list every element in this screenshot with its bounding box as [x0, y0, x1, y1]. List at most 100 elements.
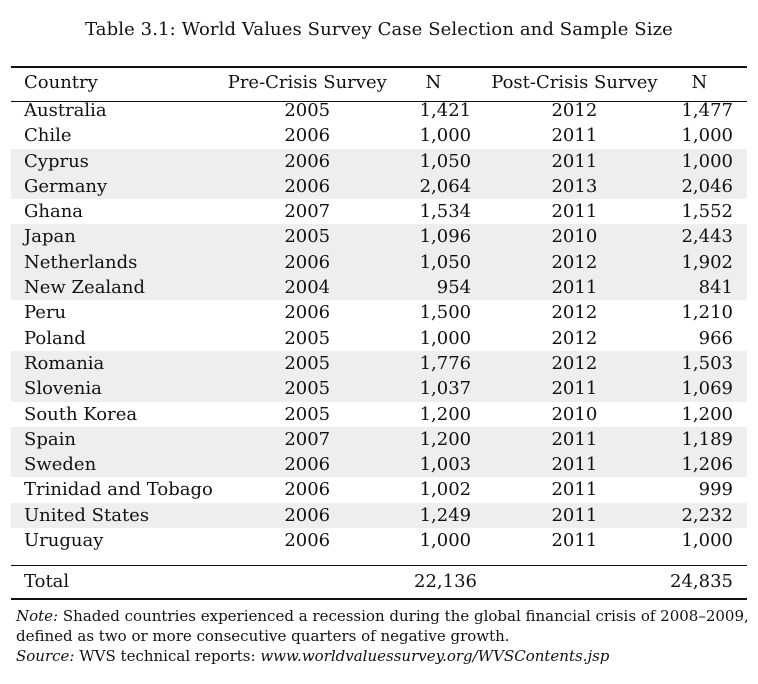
- cell-gap: [471, 249, 483, 276]
- cell-n-pre: 1,500: [419, 302, 472, 324]
- cell-country: New Zealand: [11, 275, 219, 301]
- table-row: Australia 2005 1,421 2012 1,477: [11, 98, 747, 123]
- cell-gap: [471, 528, 483, 553]
- table-row: Peru 2006 1,500 2012 1,210: [11, 300, 747, 325]
- table-row: Cyprus 2006 1,050 2011 1,000: [11, 148, 747, 174]
- cell-gap: [471, 502, 483, 529]
- cell-country: Peru: [24, 302, 67, 324]
- cell-n-pre: 1,000: [419, 530, 472, 552]
- table-row: Romania 2005 1,776 2012 1,503: [11, 350, 747, 377]
- cell-country: Poland: [24, 327, 86, 349]
- table-title: Table 3.1: World Values Survey Case Sele…: [85, 19, 673, 40]
- cell-pre-crisis-year: 2006: [284, 302, 331, 324]
- table-row: Poland 2005 1,000 2012 966: [11, 326, 747, 351]
- table-row: Chile 2006 1,000 2011 1,000: [11, 123, 747, 148]
- cell-country: Trinidad and Tobago: [24, 479, 213, 501]
- table-row: Ghana 2007 1,534 2011 1,552: [11, 199, 747, 224]
- cell-country: Netherlands: [11, 249, 219, 276]
- cell-post-crisis-year: 2011: [482, 426, 666, 453]
- cell-n-pre: 1,003: [395, 452, 472, 478]
- cell-gap: [471, 452, 483, 478]
- cell-pre-crisis-year: 2006: [218, 173, 396, 200]
- cell-pre-crisis-year: 2006: [218, 249, 396, 276]
- cell-country: Ghana: [24, 201, 84, 223]
- cell-country: Sweden: [11, 452, 219, 478]
- source-url: www.worldvaluessurvey.org/WVSContents.js…: [260, 647, 610, 665]
- cell-country: Chile: [24, 125, 72, 147]
- cell-pre-crisis-year: 2007: [284, 201, 331, 223]
- cell-n-post: 2,232: [665, 502, 747, 529]
- cell-country: Australia: [24, 100, 107, 121]
- cell-gap: [471, 123, 483, 148]
- cell-n-post: 1,552: [681, 201, 733, 223]
- top-rule: [11, 66, 747, 68]
- header-post-crisis: Post-Crisis Survey: [491, 72, 658, 93]
- cell-gap: [471, 148, 483, 174]
- cell-pre-crisis-year: 2006: [218, 148, 396, 174]
- source-line: Source: WVS technical reports: www.world…: [16, 646, 751, 666]
- cell-post-crisis-year: 2011: [551, 201, 598, 223]
- cell-gap: [471, 300, 483, 325]
- cell-post-crisis-year: 2011: [482, 502, 666, 529]
- header-n-pre: N: [425, 72, 442, 93]
- cell-pre-crisis-year: 2006: [284, 530, 331, 552]
- cell-post-crisis-year: 2010: [551, 403, 598, 425]
- cell-post-crisis-year: 2011: [482, 275, 666, 301]
- cell-gap: [471, 402, 483, 427]
- cell-gap: [471, 326, 483, 351]
- table-row: Uruguay 2006 1,000 2011 1,000: [11, 528, 747, 553]
- table-note: Note: Shaded countries experienced a rec…: [16, 606, 751, 666]
- cell-n-pre: 1,000: [419, 125, 472, 147]
- cell-gap: [471, 199, 483, 224]
- cell-n-pre: 1,002: [419, 479, 472, 501]
- header-row: Country Pre-Crisis Survey N Post-Crisis …: [11, 68, 747, 98]
- cell-n-pre: 1,421: [419, 100, 472, 121]
- cell-gap: [471, 376, 483, 402]
- cell-n-pre: 2,064: [395, 173, 472, 200]
- cell-n-post: 1,069: [665, 376, 747, 402]
- cell-n-post: 999: [698, 479, 733, 501]
- cell-n-pre: 954: [395, 275, 472, 301]
- cell-n-post: 1,000: [681, 125, 733, 147]
- total-rule: [11, 565, 747, 566]
- cell-pre-crisis-year: 2005: [218, 224, 396, 250]
- source-text: WVS technical reports:: [79, 647, 256, 665]
- cell-n-pre: 1,249: [395, 502, 472, 529]
- note-text: Shaded countries experienced a recession…: [62, 607, 749, 625]
- cell-n-post: 2,443: [665, 224, 747, 250]
- source-label: Source:: [16, 647, 75, 665]
- header-n-post: N: [691, 72, 708, 93]
- cell-n-pre: 1,050: [395, 249, 472, 276]
- cell-n-post: 1,189: [665, 426, 747, 453]
- note-label: Note:: [16, 607, 59, 625]
- cell-country: Japan: [11, 224, 219, 250]
- cell-post-crisis-year: 2011: [551, 125, 598, 147]
- cell-post-crisis-year: 2011: [551, 479, 598, 501]
- cell-pre-crisis-year: 2005: [284, 327, 331, 349]
- cell-country: Spain: [11, 426, 219, 453]
- header-pre-crisis: Pre-Crisis Survey: [227, 72, 387, 93]
- cell-gap: [471, 275, 483, 301]
- total-n-post: 24,835: [670, 571, 733, 592]
- cell-post-crisis-year: 2012: [551, 302, 598, 324]
- cell-n-pre: 1,000: [419, 327, 472, 349]
- cell-n-post: 1,206: [665, 452, 747, 478]
- cell-post-crisis-year: 2012: [482, 249, 666, 276]
- cell-n-post: 1,477: [681, 100, 733, 121]
- cell-n-pre: 1,776: [395, 350, 472, 377]
- cell-pre-crisis-year: 2005: [284, 403, 331, 425]
- cell-n-post: 1,503: [665, 350, 747, 377]
- cell-country: Uruguay: [24, 530, 104, 552]
- table-row: Trinidad and Tobago 2006 1,002 2011 999: [11, 477, 747, 502]
- cell-n-post: 841: [665, 275, 747, 301]
- table-row: Japan 2005 1,096 2010 2,443: [11, 224, 747, 250]
- cell-post-crisis-year: 2011: [551, 530, 598, 552]
- note-line-1: Note: Shaded countries experienced a rec…: [16, 606, 751, 626]
- cell-country: United States: [11, 502, 219, 529]
- cell-gap: [471, 477, 483, 502]
- cell-post-crisis-year: 2011: [482, 376, 666, 402]
- cell-pre-crisis-year: 2004: [218, 275, 396, 301]
- table-row: Germany 2006 2,064 2013 2,046: [11, 173, 747, 200]
- cell-n-post: 966: [698, 327, 733, 349]
